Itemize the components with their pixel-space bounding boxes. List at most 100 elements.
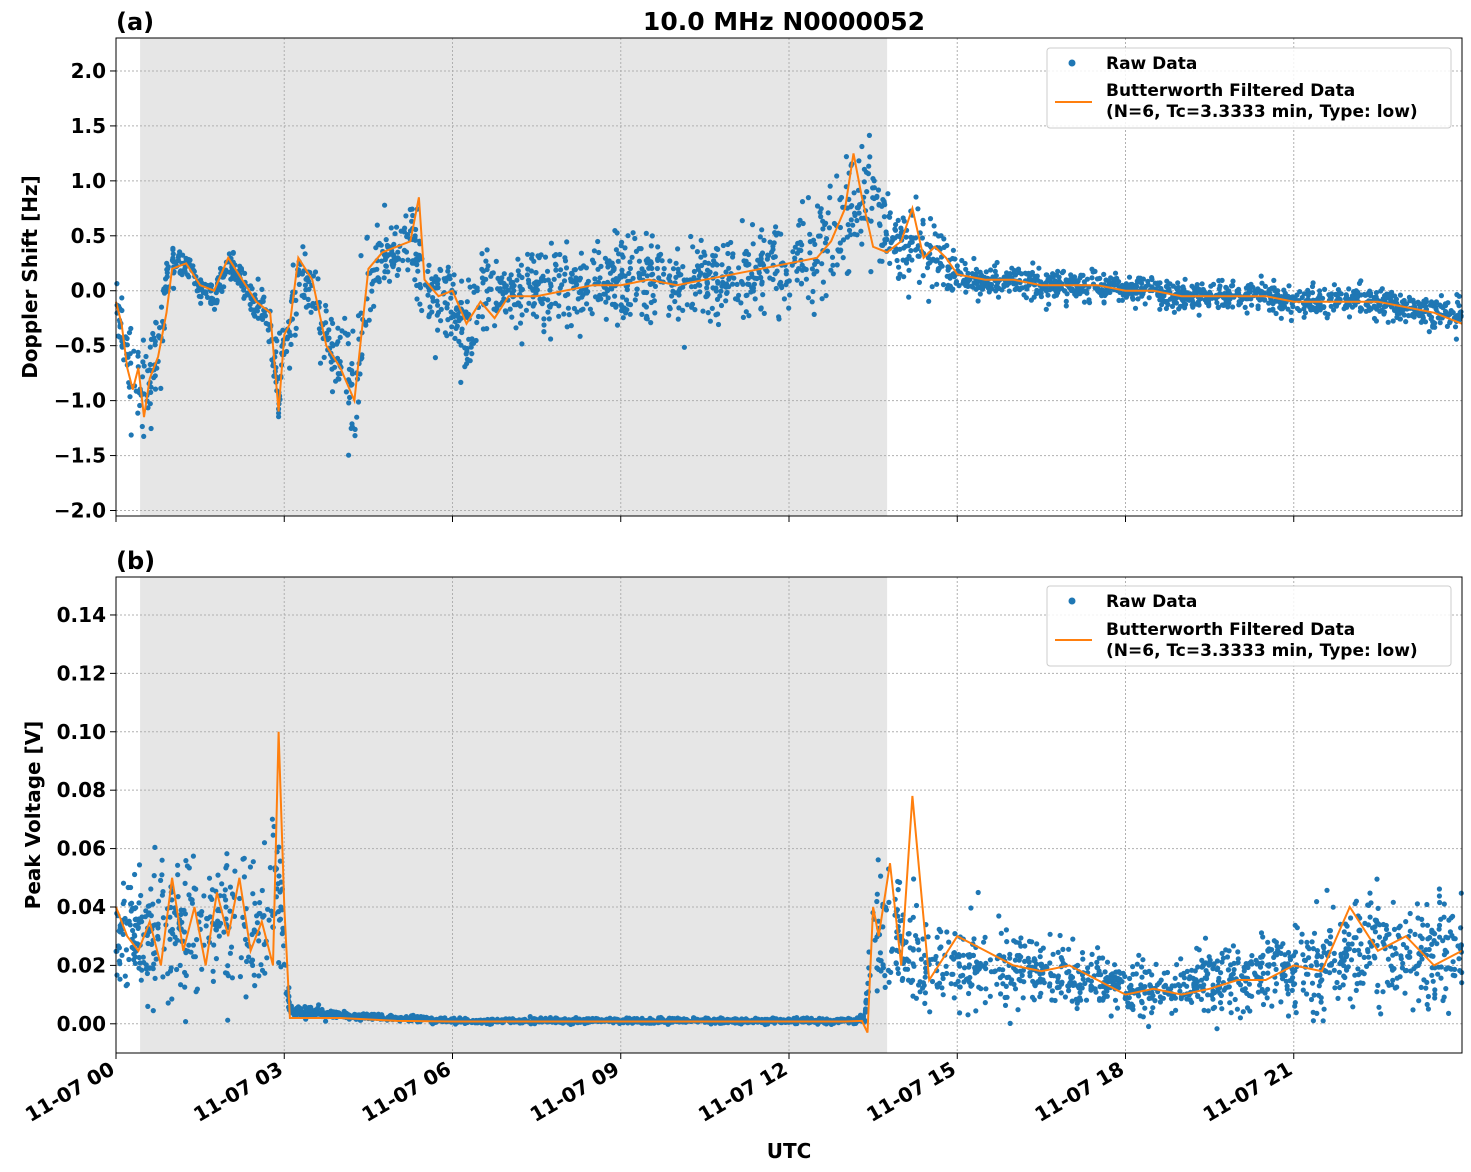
raw-data-point <box>349 381 355 387</box>
raw-data-point <box>1164 278 1170 284</box>
raw-data-point <box>321 354 327 360</box>
raw-data-point <box>923 965 929 971</box>
raw-data-point <box>1342 937 1348 943</box>
raw-data-point <box>840 237 847 243</box>
raw-data-point <box>405 267 411 273</box>
raw-data-point <box>865 171 872 177</box>
raw-data-point <box>1393 951 1399 957</box>
raw-data-point <box>1101 299 1107 305</box>
raw-data-point <box>584 301 590 307</box>
raw-data-point <box>433 274 439 280</box>
raw-data-point <box>281 943 287 949</box>
raw-data-point <box>1068 272 1074 278</box>
raw-data-point <box>705 310 711 316</box>
raw-data-point <box>262 970 268 976</box>
raw-data-point <box>199 909 205 915</box>
raw-data-point <box>1102 969 1108 975</box>
raw-data-point <box>1438 293 1444 299</box>
raw-data-point <box>739 218 745 224</box>
raw-data-point <box>412 233 418 239</box>
raw-data-point <box>392 258 398 264</box>
raw-data-point <box>823 236 830 242</box>
raw-data-point <box>1414 971 1420 977</box>
raw-data-point <box>1015 1007 1021 1013</box>
raw-data-point <box>244 958 250 965</box>
raw-data-point <box>288 341 294 347</box>
raw-data-point <box>188 949 194 955</box>
raw-data-point <box>1219 277 1225 283</box>
raw-data-point <box>1376 934 1383 940</box>
raw-data-point <box>1005 272 1011 278</box>
raw-data-point <box>115 943 121 949</box>
raw-data-point <box>850 222 856 228</box>
raw-data-point <box>243 994 249 1000</box>
raw-data-point <box>1317 288 1323 294</box>
raw-data-point <box>1160 995 1166 1001</box>
raw-data-point <box>584 290 590 296</box>
y-tick-label: 1.0 <box>71 169 106 193</box>
raw-data-point <box>1210 281 1217 287</box>
raw-data-point <box>680 307 686 313</box>
raw-data-point <box>854 217 860 224</box>
raw-data-point <box>140 337 146 343</box>
raw-data-point <box>820 279 827 285</box>
raw-data-point <box>160 889 166 895</box>
raw-data-point <box>117 976 123 982</box>
raw-data-point <box>864 189 870 195</box>
raw-data-point <box>1309 306 1315 312</box>
raw-data-point <box>1187 974 1193 980</box>
raw-data-point <box>1055 949 1061 956</box>
raw-data-point <box>1300 952 1306 958</box>
raw-data-point <box>194 986 200 992</box>
raw-data-point <box>1026 959 1032 965</box>
raw-data-point <box>1429 965 1435 971</box>
raw-data-point <box>227 950 233 956</box>
raw-data-point <box>620 294 626 300</box>
raw-data-point <box>900 257 906 263</box>
raw-data-point <box>510 283 516 289</box>
raw-data-point <box>255 276 261 282</box>
raw-data-point <box>661 271 667 277</box>
raw-data-point <box>371 278 377 284</box>
raw-data-point <box>649 233 655 239</box>
raw-data-point <box>578 250 585 256</box>
raw-data-point <box>1069 974 1076 981</box>
raw-data-point <box>502 284 508 290</box>
raw-data-point <box>1112 962 1118 968</box>
raw-data-point <box>316 1002 322 1008</box>
raw-data-point <box>909 257 915 263</box>
raw-data-point <box>326 335 332 341</box>
raw-data-point <box>1122 973 1128 980</box>
raw-data-point <box>516 272 522 278</box>
raw-data-point <box>237 895 243 902</box>
raw-data-point <box>1269 285 1275 291</box>
raw-data-point <box>1322 310 1328 316</box>
raw-data-point <box>946 939 952 945</box>
raw-data-point <box>666 275 672 281</box>
raw-data-point <box>484 247 490 253</box>
raw-data-point <box>936 980 943 986</box>
raw-data-point <box>578 265 585 271</box>
raw-data-point <box>292 332 298 338</box>
raw-data-point <box>994 259 1000 266</box>
raw-data-point <box>261 913 267 919</box>
raw-data-point <box>852 210 858 216</box>
raw-data-point <box>636 246 642 252</box>
raw-data-point <box>1335 995 1341 1002</box>
raw-data-point <box>1375 982 1381 989</box>
raw-data-point <box>1405 313 1412 319</box>
raw-data-point <box>142 914 148 920</box>
raw-data-point <box>444 305 450 311</box>
raw-data-point <box>186 274 192 280</box>
raw-data-point <box>355 399 362 405</box>
raw-data-point <box>429 276 435 282</box>
raw-data-point <box>1136 993 1142 999</box>
raw-data-point <box>210 978 216 985</box>
raw-data-point <box>434 298 440 304</box>
raw-data-point <box>675 316 681 322</box>
raw-data-point <box>1429 941 1435 948</box>
raw-data-point <box>1049 988 1055 994</box>
raw-data-point <box>410 212 416 219</box>
raw-data-point <box>1062 994 1068 1000</box>
raw-data-point <box>895 970 902 977</box>
